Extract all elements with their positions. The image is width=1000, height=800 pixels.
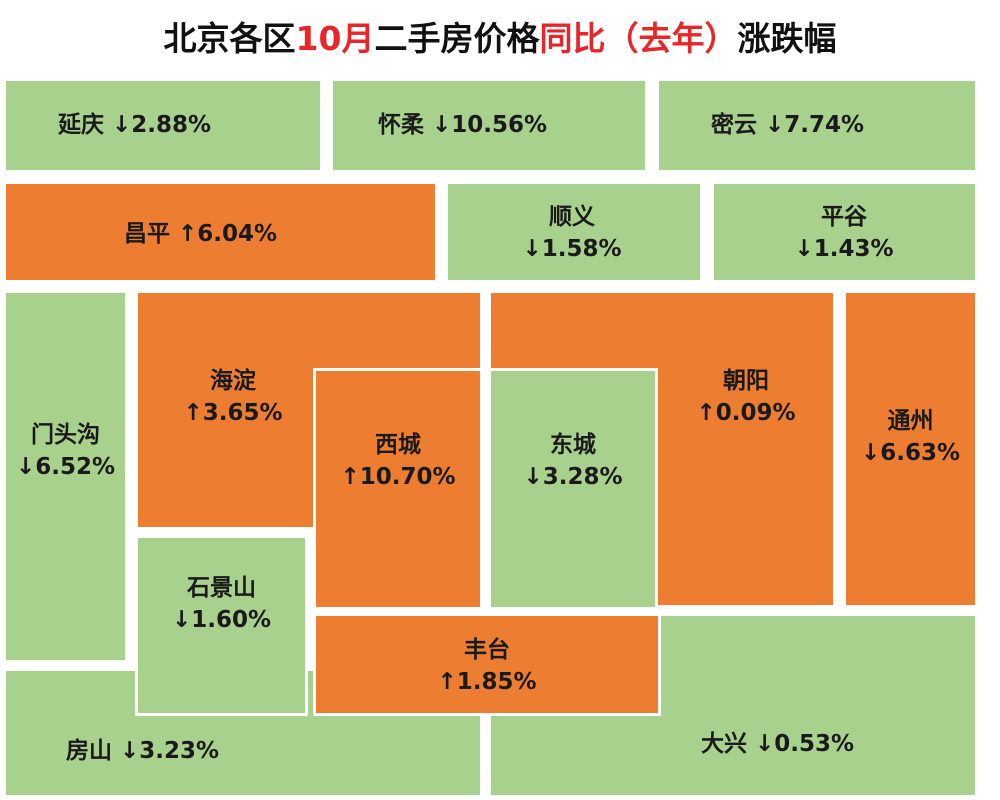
- district-change: ↓3.23%: [120, 738, 220, 764]
- title-part: 涨跌幅: [737, 19, 837, 58]
- district: 西城 ↑10.70%: [313, 368, 483, 610]
- label: 昌平 ↑6.04%: [124, 218, 277, 250]
- label: 西城 ↑10.70%: [316, 429, 480, 493]
- label: 平谷 ↓1.43%: [784, 201, 904, 265]
- district: 通州 ↓6.63%: [843, 290, 978, 608]
- label: 密云 ↓7.74%: [711, 109, 864, 141]
- title-part: 北京各区: [163, 19, 296, 58]
- title-part: （去年）: [605, 19, 738, 58]
- district: 平谷 ↓1.43%: [711, 181, 978, 283]
- district-name: 门头沟: [31, 422, 100, 448]
- district-name: 密云: [711, 112, 757, 138]
- label: 东城 ↓3.28%: [491, 429, 655, 493]
- district-name: 石景山: [187, 575, 256, 601]
- label: 门头沟 ↓6.52%: [6, 419, 125, 483]
- district-change: ↑0.09%: [696, 400, 796, 426]
- label: 丰台 ↑1.85%: [316, 634, 658, 698]
- label: 石景山 ↓1.60%: [138, 572, 305, 636]
- district-change: ↓1.58%: [522, 236, 622, 262]
- district-name: 昌平: [124, 221, 170, 247]
- district: 昌平 ↑6.04%: [3, 181, 438, 283]
- district-name: 通州: [887, 408, 934, 434]
- district-name: 朝阳: [723, 368, 769, 394]
- label: 顺义 ↓1.58%: [512, 201, 632, 265]
- district: 石景山 ↓1.60%: [135, 535, 308, 716]
- district: 怀柔 ↓10.56%: [330, 78, 648, 173]
- district-name: 顺义: [549, 204, 595, 230]
- district-name: 大兴: [701, 731, 747, 757]
- district: 东城 ↓3.28%: [488, 368, 658, 610]
- label: 朝阳 ↑0.09%: [686, 365, 806, 429]
- label: 怀柔 ↓10.56%: [378, 109, 547, 141]
- district-change: ↓1.60%: [171, 607, 272, 633]
- district-change: ↓2.88%: [112, 112, 212, 138]
- district-change: ↑6.04%: [178, 221, 278, 247]
- district-change: ↑1.85%: [437, 669, 537, 695]
- title-part: 二手房价格: [374, 19, 540, 58]
- district-name: 延庆: [58, 112, 104, 138]
- district: 大兴 ↓0.53%: [488, 613, 978, 798]
- title: 北京各区10月二手房价格同比（去年）涨跌幅: [0, 12, 1000, 60]
- district-change: ↓1.43%: [794, 236, 894, 262]
- district-name: 西城: [375, 432, 421, 458]
- district-change: ↑3.65%: [183, 400, 283, 426]
- title-part: 同比: [539, 19, 606, 58]
- label: 通州 ↓6.63%: [846, 405, 975, 469]
- title-part: 10月: [295, 19, 375, 58]
- district: 密云 ↓7.74%: [656, 78, 978, 173]
- district-change: ↓3.28%: [523, 464, 623, 490]
- district-change: ↓6.63%: [860, 440, 961, 466]
- district: 门头沟 ↓6.52%: [3, 290, 128, 663]
- district: 顺义 ↓1.58%: [445, 181, 703, 283]
- district-name: 东城: [550, 432, 596, 458]
- label: 房山 ↓3.23%: [66, 735, 219, 767]
- district-change: ↑10.70%: [340, 464, 456, 490]
- district-change: ↓10.56%: [432, 112, 548, 138]
- district-name: 丰台: [464, 637, 510, 663]
- district-change: ↓0.53%: [755, 731, 855, 757]
- label: 海淀 ↑3.65%: [178, 365, 288, 429]
- label: 延庆 ↓2.88%: [58, 109, 211, 141]
- district-name: 怀柔: [378, 112, 424, 138]
- district-change: ↓6.52%: [15, 454, 116, 480]
- district: 丰台 ↑1.85%: [313, 613, 661, 716]
- district-name: 房山: [66, 738, 112, 764]
- district-change: ↓7.74%: [765, 112, 865, 138]
- district: 延庆 ↓2.88%: [3, 78, 323, 173]
- district-name: 平谷: [821, 204, 867, 230]
- label: 大兴 ↓0.53%: [701, 728, 854, 760]
- district-name: 海淀: [210, 368, 256, 394]
